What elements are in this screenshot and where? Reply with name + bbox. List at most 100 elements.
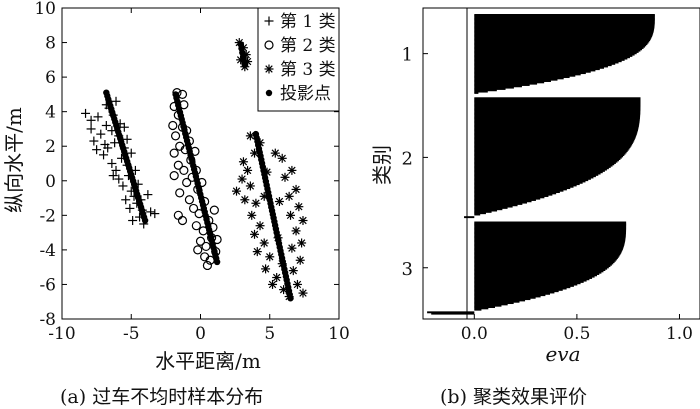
silhouette-bar xyxy=(474,288,563,291)
silhouette-bar xyxy=(474,208,503,211)
y-tick-label: 4 xyxy=(45,103,56,123)
silhouette-bar xyxy=(474,241,625,244)
scatter-point-circle xyxy=(201,241,211,252)
silhouette-bar xyxy=(474,279,587,282)
y-tick-label: 10 xyxy=(34,0,56,19)
silhouette-bar xyxy=(474,163,615,166)
silhouette-plot-frame xyxy=(422,7,700,320)
scatter-point-plus xyxy=(107,159,117,168)
silhouette-bar xyxy=(474,296,536,299)
silhouette-bar xyxy=(474,191,560,194)
scatter-x-axis-label: 水平距离/m xyxy=(155,349,261,373)
silhouette-bar xyxy=(474,233,626,236)
silhouette-bar xyxy=(474,15,655,18)
silhouette-bar xyxy=(474,119,640,122)
scatter-point-star xyxy=(245,131,255,141)
silhouette-bar xyxy=(474,84,530,86)
silhouette-bar xyxy=(474,308,482,311)
scatter-point-star xyxy=(250,229,260,239)
scatter-point-circle xyxy=(184,195,195,205)
silhouette-bar xyxy=(474,259,616,262)
silhouette-bar xyxy=(474,90,488,93)
silhouette-bar xyxy=(474,62,616,65)
silhouette-bar xyxy=(474,154,625,157)
silhouette-bar xyxy=(474,257,618,260)
y-tick-label: 8 xyxy=(45,34,56,54)
scatter-point-star xyxy=(298,288,308,298)
silhouette-bar xyxy=(474,72,586,75)
scatter-point-circle xyxy=(209,205,219,215)
silhouette-bar xyxy=(474,68,600,71)
scatter-point-circle xyxy=(193,245,203,255)
silhouette-bar xyxy=(474,69,596,72)
silhouette-bar xyxy=(474,98,641,101)
eva-tick-label: 0.5 xyxy=(563,324,590,344)
scatter-point-plus xyxy=(143,190,153,200)
silhouette-bar xyxy=(474,21,655,24)
scatter-point-star xyxy=(240,195,250,205)
scatter-point-plus xyxy=(146,207,156,217)
scatter-point-plus xyxy=(126,148,136,158)
silhouette-bar xyxy=(474,111,641,114)
scatter-point-star xyxy=(291,184,301,194)
silhouette-bar xyxy=(474,50,639,53)
silhouette-bar xyxy=(474,189,564,192)
silhouette-bar xyxy=(474,70,591,73)
silhouette-bar xyxy=(474,16,655,19)
silhouette-bar xyxy=(474,172,601,175)
silhouette-bar xyxy=(474,39,651,42)
projection-point xyxy=(287,295,294,302)
scatter-point-star xyxy=(270,148,280,158)
silhouette-bar xyxy=(474,299,526,302)
silhouette-bar xyxy=(474,195,549,197)
silhouette-bar xyxy=(474,97,641,100)
silhouette-bar xyxy=(474,43,648,45)
silhouette-bar xyxy=(474,150,628,153)
silhouette-bar-negative xyxy=(427,311,475,314)
silhouette-bar xyxy=(474,240,626,242)
silhouette-bar xyxy=(474,225,627,228)
silhouette-bar xyxy=(474,246,624,249)
caption-b: (b) 聚类效果评价 xyxy=(440,386,588,408)
silhouette-bar xyxy=(474,152,626,155)
scatter-point-circle xyxy=(177,215,188,226)
silhouette-bar xyxy=(474,306,495,308)
silhouette-bar-negative xyxy=(464,216,475,219)
silhouette-bar xyxy=(474,304,502,307)
silhouette-bar xyxy=(474,65,608,68)
scatter-point-circle xyxy=(195,236,206,246)
silhouette-bar xyxy=(474,36,652,39)
silhouette-bar xyxy=(474,91,479,94)
scatter-point-star xyxy=(274,197,284,207)
silhouette-x-ticks: 0.0 0.5 1.0 xyxy=(461,314,693,344)
silhouette-bar xyxy=(474,160,618,163)
silhouette-bar xyxy=(474,232,626,235)
projection-point xyxy=(241,61,249,69)
silhouette-bar xyxy=(474,142,633,145)
silhouette-bar xyxy=(474,180,586,183)
category-tick-label: 3 xyxy=(402,259,413,280)
x-tick-label: 5 xyxy=(264,324,275,344)
silhouette-bar xyxy=(474,101,641,104)
silhouette-bar xyxy=(474,147,630,150)
silhouette-bar xyxy=(474,176,594,179)
silhouette-bar xyxy=(474,40,650,43)
scatter-point-plus xyxy=(121,195,131,205)
silhouette-bar xyxy=(474,107,641,110)
silhouette-bar xyxy=(474,222,627,225)
scatter-point-star xyxy=(280,172,290,182)
silhouette-bar xyxy=(474,17,655,20)
silhouette-bar xyxy=(474,127,639,130)
silhouette-bar xyxy=(474,280,584,283)
x-tick-label: -5 xyxy=(123,324,140,344)
silhouette-bar xyxy=(474,148,629,151)
silhouette-bar xyxy=(474,284,574,287)
silhouette-bar xyxy=(474,14,655,16)
silhouette-bar xyxy=(474,41,649,44)
legend-marker-plus xyxy=(264,16,274,26)
silhouette-bar xyxy=(474,287,567,290)
legend-marker-dot xyxy=(265,89,273,97)
silhouette-bar xyxy=(474,238,626,241)
silhouette-bar xyxy=(474,52,637,55)
